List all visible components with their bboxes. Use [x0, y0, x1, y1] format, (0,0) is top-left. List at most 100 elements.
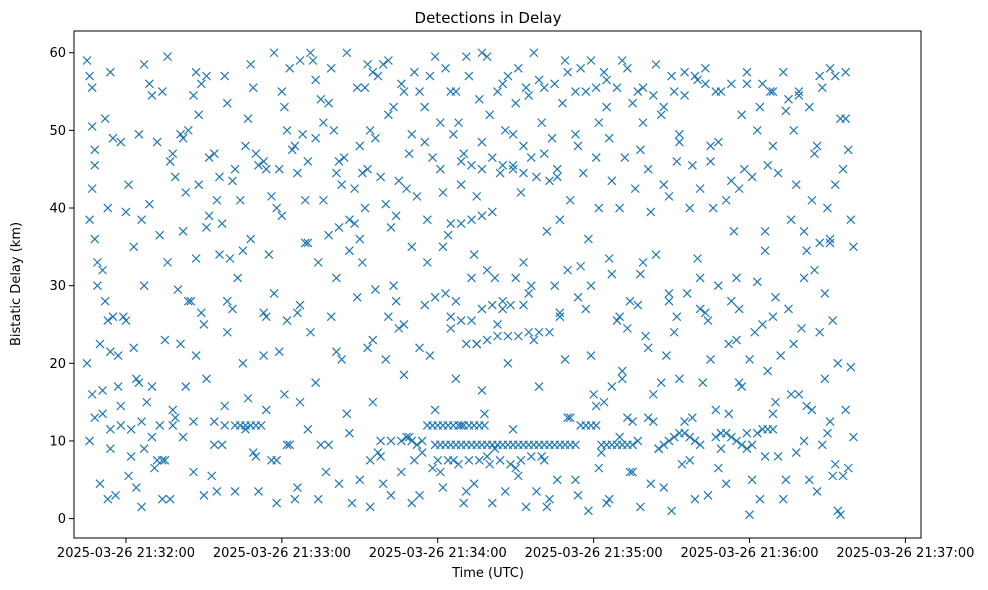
data-point — [139, 444, 149, 454]
data-point — [597, 448, 606, 458]
data-point — [235, 195, 245, 205]
data-point — [331, 347, 341, 357]
data-point — [461, 486, 471, 496]
data-point — [165, 494, 175, 504]
data-point — [446, 323, 456, 333]
data-point — [370, 285, 380, 294]
data-point — [604, 494, 614, 504]
data-point — [464, 71, 474, 81]
data-point — [529, 335, 539, 345]
data-point — [116, 420, 126, 430]
data-point — [259, 157, 269, 166]
data-point — [352, 292, 362, 302]
data-point — [142, 397, 152, 407]
data-point — [124, 180, 133, 190]
data-point — [316, 94, 326, 104]
data-point — [485, 110, 495, 120]
data-point — [586, 56, 596, 65]
data-point — [781, 475, 791, 485]
data-point — [555, 215, 565, 225]
data-point — [836, 510, 845, 520]
data-point — [656, 378, 666, 388]
data-point — [300, 195, 310, 205]
data-point — [607, 269, 617, 279]
data-point — [763, 366, 773, 376]
data-point — [246, 59, 256, 69]
data-point — [415, 343, 424, 353]
data-point — [295, 300, 305, 310]
data-point — [742, 444, 752, 454]
x-tick-label: 2025-03-26 21:36:00 — [680, 546, 818, 561]
data-point — [794, 389, 804, 399]
data-point — [695, 273, 705, 283]
data-point — [254, 486, 263, 496]
data-point — [513, 471, 523, 481]
data-point — [189, 417, 198, 426]
data-point — [628, 467, 638, 477]
data-point — [526, 452, 536, 461]
data-point — [651, 59, 661, 69]
data-point — [191, 67, 201, 77]
data-point — [85, 436, 95, 446]
data-point — [191, 351, 201, 360]
data-point — [474, 94, 484, 104]
y-tick-label: 50 — [49, 124, 66, 139]
data-point — [183, 296, 193, 306]
data-point — [524, 327, 534, 337]
data-point — [233, 273, 243, 283]
data-point — [199, 320, 209, 329]
data-point — [121, 316, 131, 326]
data-point — [430, 52, 440, 62]
data-point — [830, 180, 840, 190]
data-point — [92, 257, 102, 267]
data-point — [789, 125, 799, 135]
data-point — [526, 281, 536, 291]
data-point — [303, 424, 313, 434]
data-point — [635, 145, 645, 155]
data-point — [758, 320, 767, 329]
data-point — [342, 409, 352, 419]
data-point — [163, 52, 172, 62]
data-point — [630, 184, 640, 194]
data-point — [420, 137, 430, 147]
data-point — [370, 133, 380, 143]
data-point — [90, 145, 100, 155]
data-point — [396, 467, 406, 477]
data-point — [160, 335, 170, 345]
data-point — [183, 125, 193, 135]
data-point — [765, 87, 775, 96]
data-point — [625, 467, 635, 477]
data-point — [194, 180, 204, 190]
data-point — [519, 300, 528, 310]
data-point — [724, 409, 734, 419]
data-point — [594, 463, 604, 473]
y-axis-label: Bistatic Delay (km) — [9, 222, 24, 346]
data-point — [763, 160, 773, 170]
data-point — [448, 455, 458, 465]
data-point — [695, 440, 705, 450]
data-point — [196, 308, 206, 318]
data-point — [222, 98, 232, 108]
data-point — [293, 308, 302, 318]
data-point — [617, 56, 627, 65]
data-point — [643, 343, 653, 353]
data-point — [435, 467, 445, 477]
data-point — [586, 281, 596, 291]
data-point — [794, 87, 804, 96]
data-point — [760, 226, 770, 236]
data-point — [591, 401, 601, 411]
data-point — [503, 71, 513, 81]
data-point — [376, 172, 386, 182]
data-point — [669, 87, 679, 96]
data-point — [542, 502, 552, 512]
data-point — [820, 374, 830, 384]
data-point — [313, 494, 323, 504]
data-point — [711, 432, 721, 442]
data-point — [508, 424, 518, 434]
data-point — [477, 48, 487, 58]
data-point — [181, 382, 191, 392]
data-point — [516, 455, 526, 465]
data-point — [734, 304, 744, 314]
data-point — [280, 102, 289, 112]
data-point — [778, 494, 788, 504]
